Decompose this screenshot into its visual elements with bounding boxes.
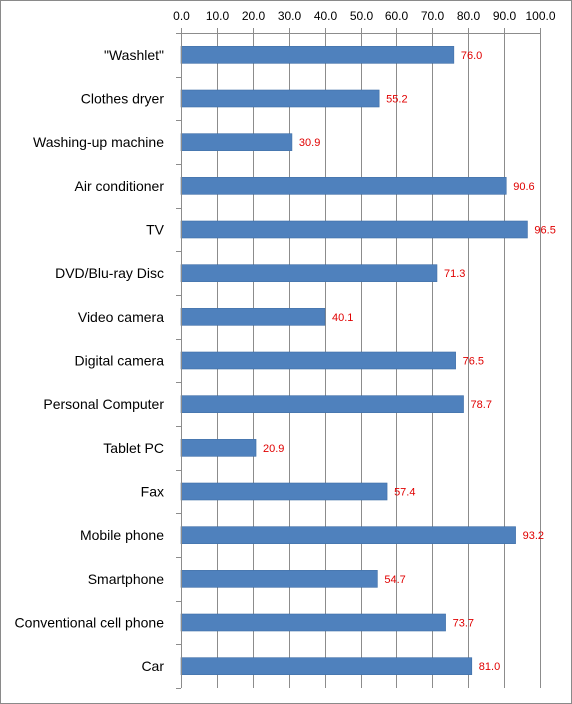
category-label: DVD/Blu-ray Disc [55, 265, 164, 281]
x-tick-label: 100.0 [525, 9, 555, 23]
data-label: 96.5 [534, 225, 555, 237]
bar [180, 220, 528, 239]
x-tick-label: 20.0 [242, 9, 266, 23]
bar [180, 46, 455, 64]
category-label: Tablet PC [103, 440, 164, 456]
category-label: Car [141, 658, 164, 674]
data-label: 93.2 [523, 530, 544, 542]
category-label: Fax [141, 484, 164, 500]
x-tick-label: 30.0 [278, 9, 302, 23]
category-label: Video camera [78, 309, 164, 325]
category-label: Digital camera [75, 353, 165, 369]
bar [180, 133, 293, 151]
x-tick-label: 40.0 [314, 9, 338, 23]
bar [180, 351, 456, 370]
bar [180, 613, 446, 632]
bar [180, 395, 464, 413]
data-label: 57.4 [394, 487, 415, 499]
data-label: 54.7 [384, 574, 405, 586]
x-tick-label: 80.0 [457, 9, 481, 23]
data-label: 78.7 [471, 399, 492, 411]
data-label: 55.2 [386, 94, 407, 106]
x-tick-label: 10.0 [206, 9, 230, 23]
bar [180, 657, 473, 675]
category-label: Washing-up machine [33, 134, 164, 150]
x-tick-label: 60.0 [385, 9, 409, 23]
bar [180, 526, 516, 544]
bar [180, 177, 507, 195]
category-label: TV [146, 222, 165, 238]
category-label: Personal Computer [43, 396, 164, 412]
category-label: "Washlet" [104, 47, 164, 63]
x-tick-label: 90.0 [493, 9, 517, 23]
data-label: 76.0 [461, 50, 482, 62]
x-tick-label: 70.0 [421, 9, 445, 23]
data-label: 40.1 [332, 312, 353, 324]
category-label: Air conditioner [75, 178, 165, 194]
data-label: 81.0 [479, 661, 500, 673]
category-label: Conventional cell phone [15, 615, 165, 631]
data-label: 20.9 [263, 443, 284, 455]
category-label: Smartphone [88, 571, 164, 587]
data-label: 71.3 [444, 268, 465, 280]
data-label: 30.9 [299, 137, 320, 149]
bar [180, 439, 257, 457]
data-label: 76.5 [463, 356, 484, 368]
x-tick-label: 50.0 [350, 9, 374, 23]
bar [180, 89, 380, 108]
category-label: Mobile phone [80, 527, 164, 543]
bar [180, 308, 326, 326]
bar [180, 570, 378, 588]
data-label: 90.6 [513, 181, 534, 193]
bar [180, 482, 388, 501]
data-label: 73.7 [453, 618, 474, 630]
bar [180, 264, 438, 282]
category-label: Clothes dryer [81, 91, 165, 107]
x-tick-label: 0.0 [173, 9, 190, 23]
